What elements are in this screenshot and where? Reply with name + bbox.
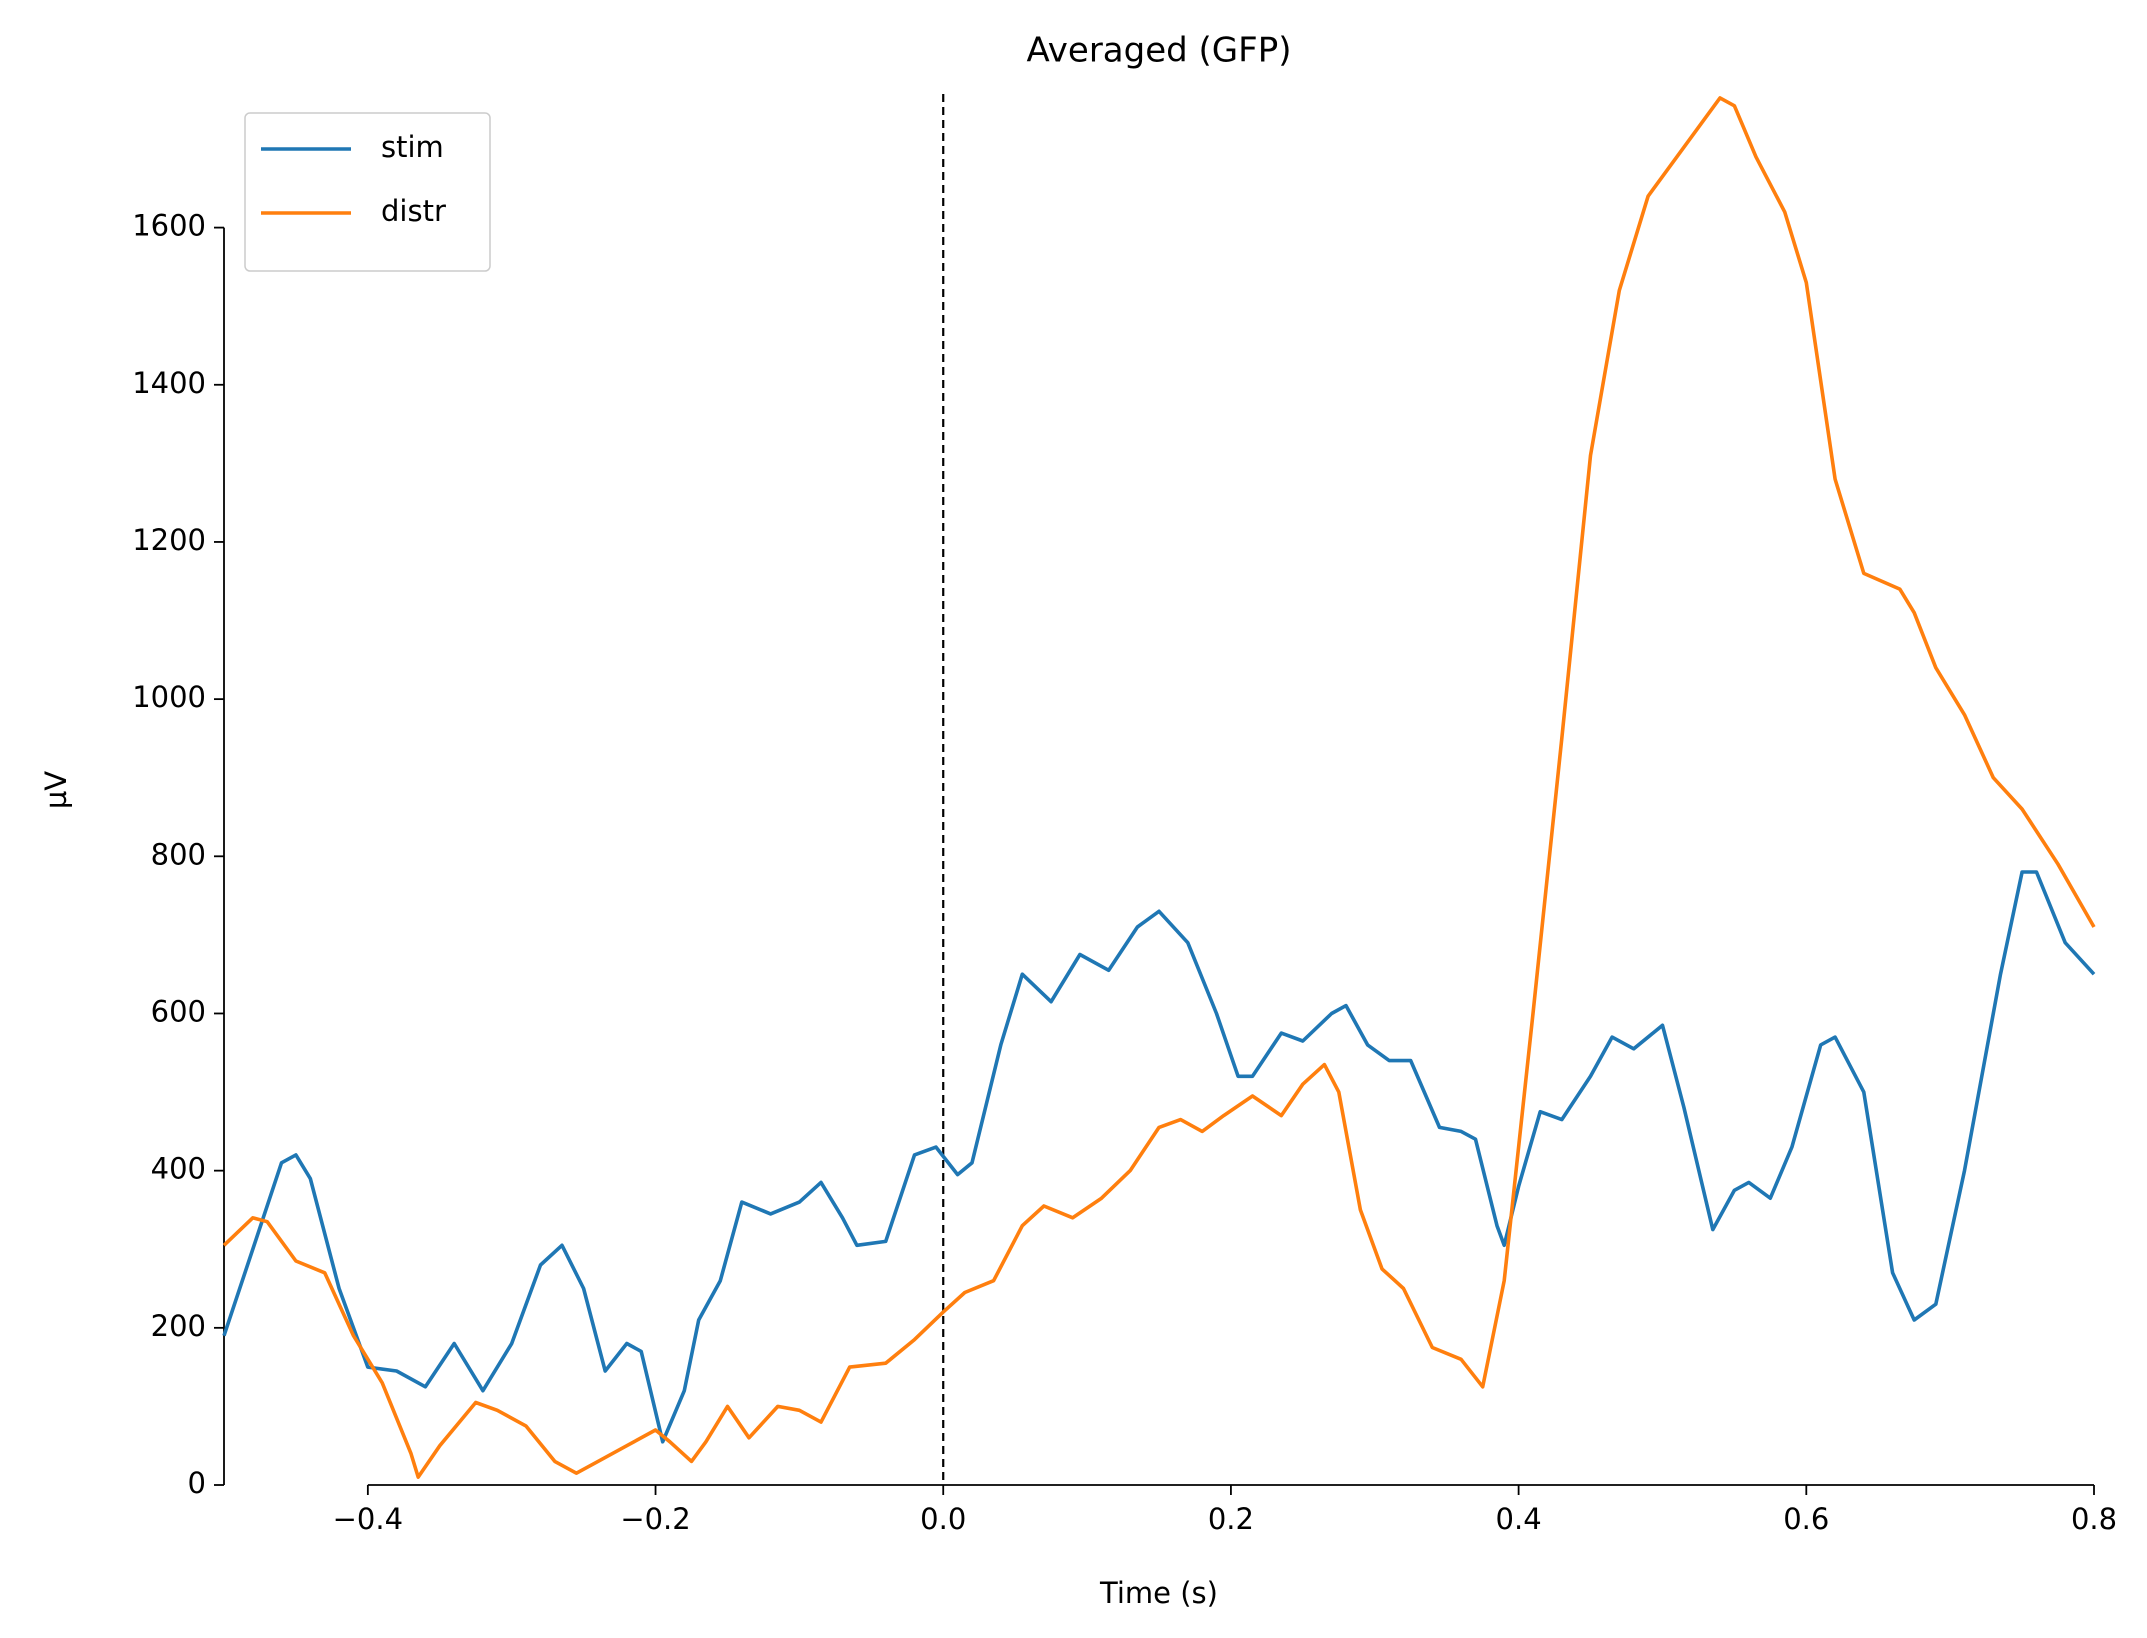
y-tick-label: 1000 xyxy=(132,680,206,714)
x-tick-label: 0.4 xyxy=(1496,1502,1542,1536)
x-axis-label: Time (s) xyxy=(1099,1576,1218,1610)
x-tick-label: 0.2 xyxy=(1208,1502,1254,1536)
x-tick-label: −0.4 xyxy=(333,1502,403,1536)
x-tick-label: 0.0 xyxy=(920,1502,966,1536)
y-tick-label: 0 xyxy=(188,1466,206,1500)
y-tick-label: 400 xyxy=(151,1152,206,1186)
y-tick-label: 1200 xyxy=(132,523,206,557)
y-axis-label: µV xyxy=(39,771,73,809)
x-tick-label: −0.2 xyxy=(620,1502,690,1536)
y-tick-label: 600 xyxy=(151,994,206,1028)
legend-box xyxy=(244,112,491,272)
data-line xyxy=(222,870,2096,1444)
y-tick-label: 800 xyxy=(151,837,206,871)
x-tick-label: 0.8 xyxy=(2071,1502,2117,1536)
data-line xyxy=(222,96,2096,1479)
y-tick-label: 1400 xyxy=(132,366,206,400)
chart-title: Averaged (GFP) xyxy=(1027,31,1292,71)
y-tick-label: 200 xyxy=(151,1309,206,1343)
y-tick-label: 1600 xyxy=(132,209,206,243)
x-tick-label: 0.6 xyxy=(1783,1502,1829,1536)
legend-label: distr xyxy=(381,194,446,228)
legend-label: stim xyxy=(381,130,444,164)
